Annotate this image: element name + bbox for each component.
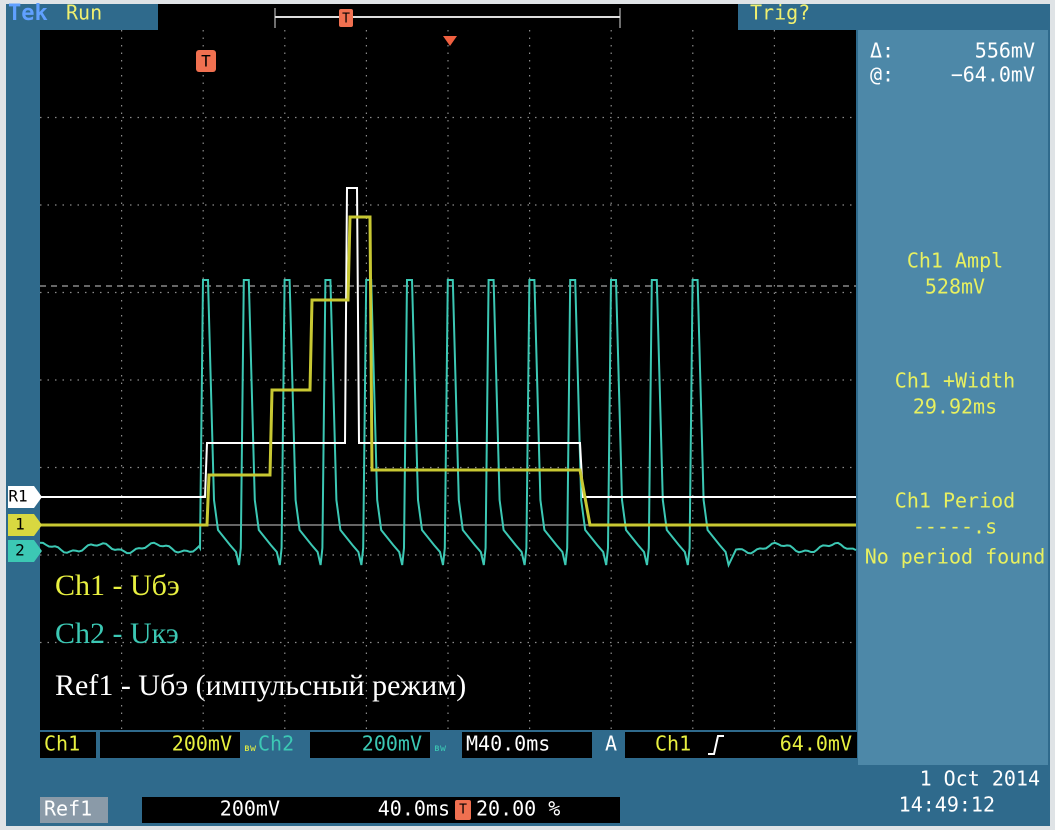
annotation: Ch2 - Uкэ: [55, 617, 179, 650]
cursor-at-label: @:: [870, 63, 894, 87]
trigger-status: Trig?: [750, 1, 810, 25]
trigger-position: 20.00 %: [476, 797, 560, 821]
trigger-box: [625, 732, 857, 758]
ch2-marker: 2: [15, 541, 25, 560]
annotation: Ref1 - Uбэ (импульсный режим): [55, 669, 466, 702]
side-panel: [858, 30, 1048, 765]
edge-icon: [708, 735, 724, 755]
ref-marker: R1: [8, 487, 27, 506]
ch1-marker-box: [8, 514, 42, 536]
run-status: Run: [66, 1, 102, 25]
ch2-label: Ch2: [258, 732, 294, 756]
trigger-position-marker: [443, 36, 457, 46]
ch2-trace: [39, 279, 857, 569]
grid: [40, 30, 856, 730]
ref-label: Ref1: [44, 797, 92, 821]
measurement-label: Ch1 Period: [895, 489, 1015, 513]
ref-scale: 200mV: [220, 797, 280, 821]
ch1-box: [100, 732, 240, 758]
time: 14:49:12: [899, 793, 995, 817]
ref-box: [40, 797, 108, 823]
trigger-marker-box: [455, 800, 471, 820]
cursor-delta-label: Δ:: [870, 39, 894, 63]
timebase-box: [462, 732, 592, 758]
ch1-box: [40, 732, 96, 758]
ch1-trace: [40, 215, 856, 527]
trigger-marker-box: [196, 50, 216, 72]
ref-timebase: 40.0ms: [378, 797, 450, 821]
measurement-value: 528mV: [925, 275, 985, 299]
ref-marker-box: [8, 486, 42, 508]
ch1-label: Ch1: [44, 732, 80, 756]
ch1-marker: 1: [15, 515, 25, 534]
brand: Tek: [8, 1, 48, 26]
cursor-delta: 556mV: [975, 39, 1035, 63]
measurement-value: -----.s: [913, 515, 997, 539]
date: 1 Oct 2014: [920, 767, 1040, 791]
annotation: Ch1 - Uбэ: [55, 569, 180, 602]
trigger-level: 64.0mV: [780, 732, 852, 756]
waveforms: [39, 187, 857, 569]
measurement-label: Ch1 Ampl: [907, 249, 1003, 273]
ch2-marker-box: [8, 540, 42, 562]
trigger-marker: T: [342, 12, 350, 27]
trigger-source: Ch1: [655, 732, 691, 756]
measurement-label: Ch1 +Width: [895, 369, 1015, 393]
measurement-value: 29.92ms: [913, 395, 997, 419]
trigger-mode: A: [605, 732, 617, 756]
ch2-box: [310, 732, 430, 758]
ch1-scale: 200mV: [172, 732, 232, 756]
bw-icon: ʙw: [244, 743, 257, 754]
trigger-marker-box: [339, 9, 353, 27]
measurement-note: No period found: [865, 545, 1046, 569]
ch2-scale: 200mV: [362, 732, 422, 756]
timebase: M40.0ms: [466, 732, 550, 756]
ref-info-box: [142, 797, 620, 823]
trigger-marker: T: [201, 52, 211, 71]
cursor-at: −64.0mV: [951, 63, 1035, 87]
bw-icon: ʙw: [434, 743, 447, 754]
trigger-marker: T: [459, 803, 467, 818]
